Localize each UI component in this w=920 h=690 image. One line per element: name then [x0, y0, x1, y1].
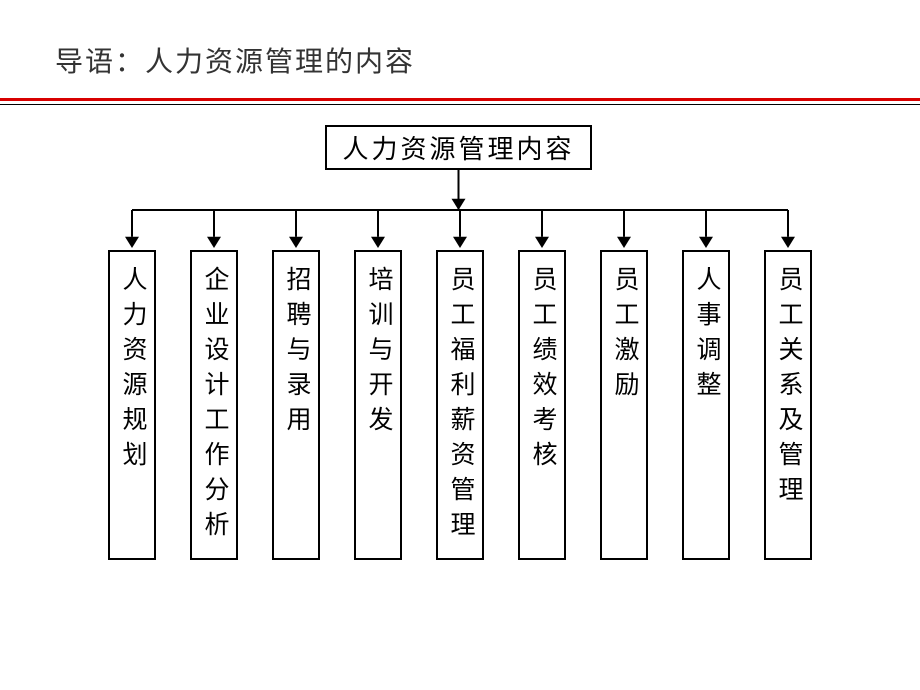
child-node: 培训与开发 — [354, 250, 402, 560]
child-node: 招聘与录用 — [272, 250, 320, 560]
child-node: 人力资源规划 — [108, 250, 156, 560]
child-node: 员工关系及管理 — [764, 250, 812, 560]
child-node: 企业设计工作分析 — [190, 250, 238, 560]
child-node: 人事调整 — [682, 250, 730, 560]
root-node: 人力资源管理内容 — [325, 125, 592, 170]
child-node: 员工激励 — [600, 250, 648, 560]
child-node: 员工福利薪资管理 — [436, 250, 484, 560]
child-node: 员工绩效考核 — [518, 250, 566, 560]
